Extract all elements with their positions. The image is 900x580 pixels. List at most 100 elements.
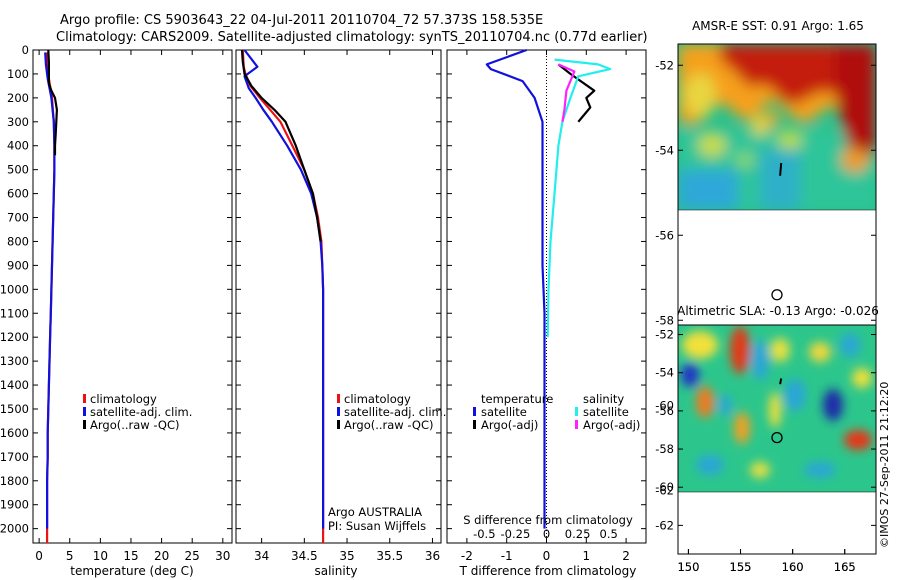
sst-heatmap [678, 44, 876, 210]
legend-swatch-t-argo [473, 420, 476, 429]
argo-program-label: Argo AUSTRALIA [328, 505, 422, 519]
argo-position-marker [771, 289, 783, 301]
t-difference-axis-label: T difference from climatology [459, 564, 637, 578]
lon-tick-label: 155 [730, 560, 752, 574]
float-track [779, 378, 783, 385]
float-track [779, 162, 783, 176]
s-tick-label: -0.5 [473, 527, 495, 541]
lon-tick-label: 160 [782, 560, 804, 574]
y-tick-label: 1900 [0, 498, 29, 512]
temperature-plot-frame [32, 49, 233, 544]
sla-map-frame [677, 324, 877, 555]
salinity-depth-ticks [236, 49, 441, 530]
temperature-legend: climatology satellite-adj. clim. Argo(..… [83, 392, 192, 432]
legend-label-climatology: climatology [344, 392, 411, 406]
x-tick-label: 30 [215, 549, 230, 563]
legend-label-argo: Argo(..raw -QC) [90, 418, 180, 432]
salinity-plot-frame [235, 49, 442, 544]
y-tick-label: 1800 [0, 474, 29, 488]
x-tick-label: 34 [254, 549, 269, 563]
s-tick-label: 0.5 [600, 527, 618, 541]
x-tick-label: 25 [185, 549, 200, 563]
difference-panel: -2 -1 0 1 2 S difference from climatology -0… [446, 48, 647, 578]
s-tick-label: 0 [543, 527, 550, 541]
lat-tick-label: -56 [655, 404, 674, 418]
lon-tick-label: 150 [677, 560, 699, 574]
s-difference-ticks: -0.5 -0.25 0 0.25 0.5 [473, 527, 618, 541]
temperature-panel: 0100200300400500600700800900100011001200… [0, 43, 233, 578]
legend-label-satellite: satellite-adj. clim. [344, 405, 446, 419]
legend-swatch-t-satellite [473, 407, 476, 416]
legend-swatch-argo [83, 420, 86, 429]
temperature-ticks: 0 5 10 15 20 25 30 [35, 50, 230, 563]
y-tick-label: 1100 [0, 306, 29, 320]
argo-position-marker [771, 431, 783, 444]
x-tick-label: 34.5 [291, 549, 318, 563]
legend-label-t-argo: Argo(-adj) [481, 418, 538, 432]
lat-tick-label: -58 [655, 313, 674, 327]
lat-tick-label: -52 [655, 58, 674, 72]
y-tick-label: 2000 [0, 522, 29, 536]
y-tick-label: 1500 [0, 402, 29, 416]
legend-label-satellite: satellite-adj. clim. [90, 405, 192, 419]
series-line-temperature-satellite [485, 48, 546, 529]
y-tick-label: 500 [7, 163, 29, 177]
difference-legend: temperature satellite Argo(-adj) salinit… [473, 392, 640, 432]
y-tick-label: 900 [7, 258, 29, 272]
credit-label: ©IMOS 27-Sep-2011 21:12:20 [878, 382, 891, 548]
x-tick-label: 0 [543, 549, 551, 563]
salinity-panel: 34 34.5 35 35.5 36 salinity climatology sate… [235, 49, 446, 578]
legend-label-climatology: climatology [90, 392, 157, 406]
sla-map-title: Altimetric SLA: -0.13 Argo: -0.026 [677, 304, 879, 318]
legend-title-temperature: temperature [481, 392, 553, 406]
x-tick-label: 36 [425, 549, 440, 563]
difference-depth-ticks [447, 49, 646, 530]
lat-tick-label: -56 [655, 228, 674, 242]
salinity-series [240, 49, 325, 543]
y-tick-label: 1600 [0, 426, 29, 440]
legend-title-salinity: salinity [583, 392, 624, 406]
figure-title-line2: Climatology: CARS2009. Satellite-adjuste… [56, 30, 648, 45]
series-line-satellite-adj-clim- [44, 52, 56, 529]
sst-lat-ticks: -52 -54 -56 -58 -60-62 [655, 58, 876, 497]
y-tick-label: 100 [7, 67, 29, 81]
lon-tick-label: 150 [677, 560, 699, 574]
x-tick-label: -1 [501, 549, 513, 563]
lat-tick-label: -54 [655, 366, 674, 380]
lat-tick-label: -54 [655, 143, 674, 157]
legend-swatch-climatology [337, 394, 340, 403]
x-tick-label: 5 [66, 549, 74, 563]
y-tick-label: 700 [7, 211, 29, 225]
y-tick-label: 1300 [0, 354, 29, 368]
temperature-axis-label: temperature (deg C) [70, 564, 193, 578]
salinity-axis-label: salinity [314, 564, 357, 578]
y-tick-label: 300 [7, 115, 29, 129]
sst-map-title: AMSR-E SST: 0.91 Argo: 1.65 [692, 19, 864, 33]
legend-swatch-argo [337, 420, 340, 429]
s-difference-axis-label: S difference from climatology [463, 513, 633, 527]
legend-swatch-s-argo [575, 420, 578, 429]
salinity-legend: climatology satellite-adj. clim. Argo(..… [337, 392, 446, 432]
legend-label-s-satellite: satellite [583, 405, 629, 419]
lat-tick-label: -60 [655, 480, 674, 494]
t-difference-ticks: -2 -1 0 1 2 [461, 50, 630, 563]
y-tick-label: 200 [7, 91, 29, 105]
y-tick-label: 400 [7, 139, 29, 153]
legend-label-argo: Argo(..raw -QC) [344, 418, 434, 432]
lon-tick-label: 165 [834, 560, 856, 574]
series-line-argo-raw-qc- [240, 49, 322, 242]
depth-ticks: 0 100 200 300 400 500 600 700 800 900 1000 1100 1200… [0, 43, 232, 536]
pi-label: PI: Susan Wijffels [328, 519, 426, 533]
lat-tick-label: -52 [655, 328, 674, 342]
sla-heatmap [678, 325, 876, 492]
legend-swatch-s-satellite [575, 407, 578, 416]
sla-lat-ticks: -52-54-56-58-60-62 [655, 328, 876, 532]
y-tick-label: 800 [7, 234, 29, 248]
sla-map-panel: Altimetric SLA: -0.13 Argo: -0.026 [655, 304, 879, 574]
lat-tick-label: -62 [655, 483, 674, 497]
y-tick-label: 1400 [0, 378, 29, 392]
temperature-series [44, 49, 59, 543]
x-tick-label: 35.5 [376, 549, 403, 563]
sst-lon-ticks: 150 155 160 165 [677, 549, 856, 574]
